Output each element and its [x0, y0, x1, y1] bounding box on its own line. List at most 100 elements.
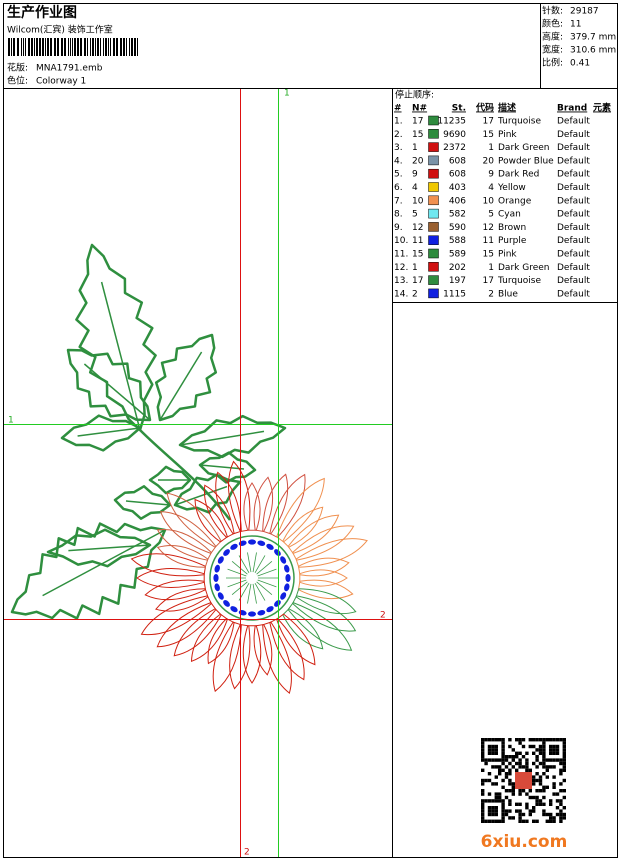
- qr-cell: [518, 819, 522, 823]
- qr-cell: [481, 768, 485, 772]
- qr-cell: [504, 795, 509, 800]
- qr-cell: [518, 751, 522, 755]
- cell: 10: [483, 196, 495, 206]
- qr-cell: [532, 819, 536, 823]
- qr-cell: [549, 738, 553, 742]
- swatch: [428, 262, 439, 272]
- bar: [36, 38, 38, 56]
- cell: Cyan: [498, 210, 521, 220]
- leaf: [75, 243, 157, 432]
- qr-cell: [494, 744, 498, 749]
- qr-cell: [542, 765, 546, 769]
- petal: [269, 617, 305, 681]
- qr-cell: [545, 758, 549, 762]
- qr-cell: [515, 802, 519, 806]
- qr-cell: [501, 758, 505, 762]
- qr-cell: [562, 761, 566, 766]
- qr-cell: [487, 792, 492, 796]
- petal: [253, 623, 273, 676]
- qr-cell: [542, 748, 546, 752]
- cell: 590: [449, 223, 466, 233]
- stat-label: 颜色:: [542, 18, 563, 30]
- cell: Turquoise: [497, 117, 541, 127]
- qr-cell: [508, 799, 512, 803]
- qr-cell: [487, 744, 492, 749]
- petal: [228, 460, 251, 533]
- qr-cell: [528, 809, 532, 813]
- leaf-vein: [125, 500, 171, 506]
- qr-cell: [498, 768, 502, 772]
- qr-cell: [545, 775, 549, 779]
- center-ray: [231, 560, 248, 575]
- qr-cell: [501, 799, 505, 803]
- qr-cell: [491, 812, 495, 817]
- qr-cell: [484, 738, 488, 742]
- bar: [80, 38, 82, 56]
- cell: 15: [483, 130, 494, 140]
- qr-cell: [559, 758, 563, 762]
- qr-cell: [559, 772, 563, 776]
- qr-cell: [525, 765, 529, 769]
- cell: 197: [449, 276, 466, 286]
- petal: [291, 595, 357, 632]
- qr-cell: [508, 772, 512, 776]
- stat-label: 比例:: [542, 57, 563, 69]
- qr-cell: [494, 751, 498, 755]
- qr-cell: [532, 775, 536, 779]
- leaf-vein: [199, 464, 245, 470]
- leaf: [148, 465, 192, 495]
- petal: [297, 579, 354, 600]
- qr-cell: [538, 761, 543, 766]
- qr-cell: [494, 782, 498, 786]
- qr-cell: [535, 758, 539, 762]
- cell: Default: [557, 143, 590, 153]
- cell: 589: [449, 250, 466, 260]
- center-ray: [257, 579, 277, 588]
- dot: [284, 564, 290, 573]
- cell: 10: [412, 196, 424, 206]
- qr-cell: [562, 744, 566, 749]
- qr-cell: [498, 772, 502, 776]
- qr-cell: [528, 738, 532, 742]
- title: 生产作业图: [7, 4, 77, 21]
- petal: [215, 471, 242, 535]
- bar: [120, 38, 122, 56]
- qr-cell: [508, 761, 512, 766]
- qr-cell: [494, 792, 498, 796]
- qr-cell: [532, 778, 536, 783]
- bar: [57, 38, 59, 56]
- qr-cell: [552, 775, 556, 779]
- qr-cell: [494, 795, 498, 800]
- bar: [92, 38, 94, 56]
- swatch: [428, 168, 439, 179]
- qr-cell: [545, 768, 549, 772]
- leaf-vein: [179, 430, 265, 446]
- qr-code: [481, 738, 566, 823]
- bar: [103, 38, 104, 56]
- leaf: [46, 528, 152, 568]
- cell: 608: [449, 156, 466, 166]
- dot: [213, 574, 219, 582]
- dot: [217, 556, 224, 564]
- column-header: N#: [412, 104, 427, 114]
- qr-cell: [525, 806, 529, 810]
- qr-cell: [545, 812, 549, 817]
- dot: [266, 606, 274, 613]
- cell: 7.: [394, 196, 403, 206]
- qr-cell: [542, 755, 546, 759]
- qr-cell: [511, 785, 515, 789]
- dot: [285, 574, 291, 582]
- bar: [77, 38, 79, 56]
- qr-cell: [481, 741, 485, 745]
- petal: [155, 588, 209, 612]
- qr-cell: [549, 758, 553, 762]
- leaf: [10, 522, 167, 620]
- qr-cell: [498, 765, 502, 769]
- qr-cell: [501, 738, 505, 742]
- qr-cell: [532, 751, 536, 755]
- qr-cell: [494, 819, 498, 823]
- swatch: [428, 288, 439, 299]
- cell: Default: [557, 156, 590, 166]
- qr-cell: [504, 809, 509, 813]
- qr-cell: [487, 806, 492, 810]
